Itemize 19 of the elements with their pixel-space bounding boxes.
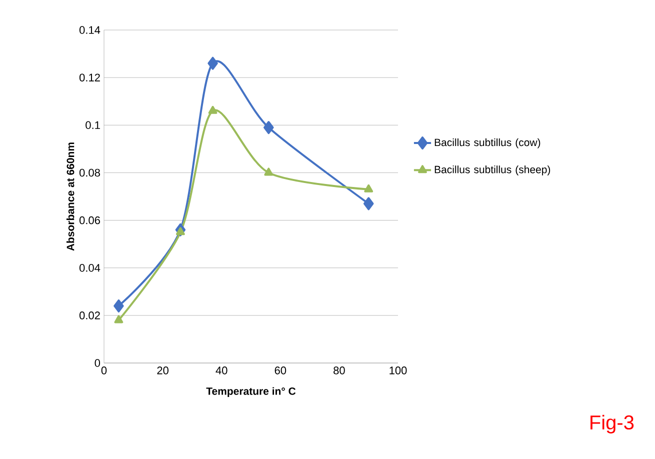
text: Fig-3: [590, 414, 634, 434]
y-tick-label: 0.06: [79, 216, 100, 224]
x-tick-label: 80: [334, 366, 345, 374]
y-tick-label: 0.04: [79, 264, 100, 272]
x-tick-label: 40: [216, 366, 228, 374]
x-axis-title: Temperature in° C: [206, 387, 296, 397]
y-tick-label: 0.02: [79, 312, 100, 320]
y-tick-label: 0.1: [86, 121, 100, 130]
x-tick-label: 0: [101, 366, 107, 374]
y-axis-title: Absorbance at 660nm: [66, 142, 74, 251]
y-tick-label: 0: [94, 359, 100, 367]
x-tick-label: 100: [390, 366, 407, 374]
x-tick-label: 20: [157, 366, 168, 374]
y-tick-label: 0.12: [79, 74, 100, 82]
legend-label: Bacillus subtillus (sheep): [434, 166, 550, 176]
y-tick-label: 0.08: [79, 168, 100, 177]
legend-label: Bacillus subtillus (cow): [434, 138, 540, 148]
y-tick-label: 0.14: [79, 26, 100, 34]
x-tick-label: 60: [274, 366, 286, 374]
